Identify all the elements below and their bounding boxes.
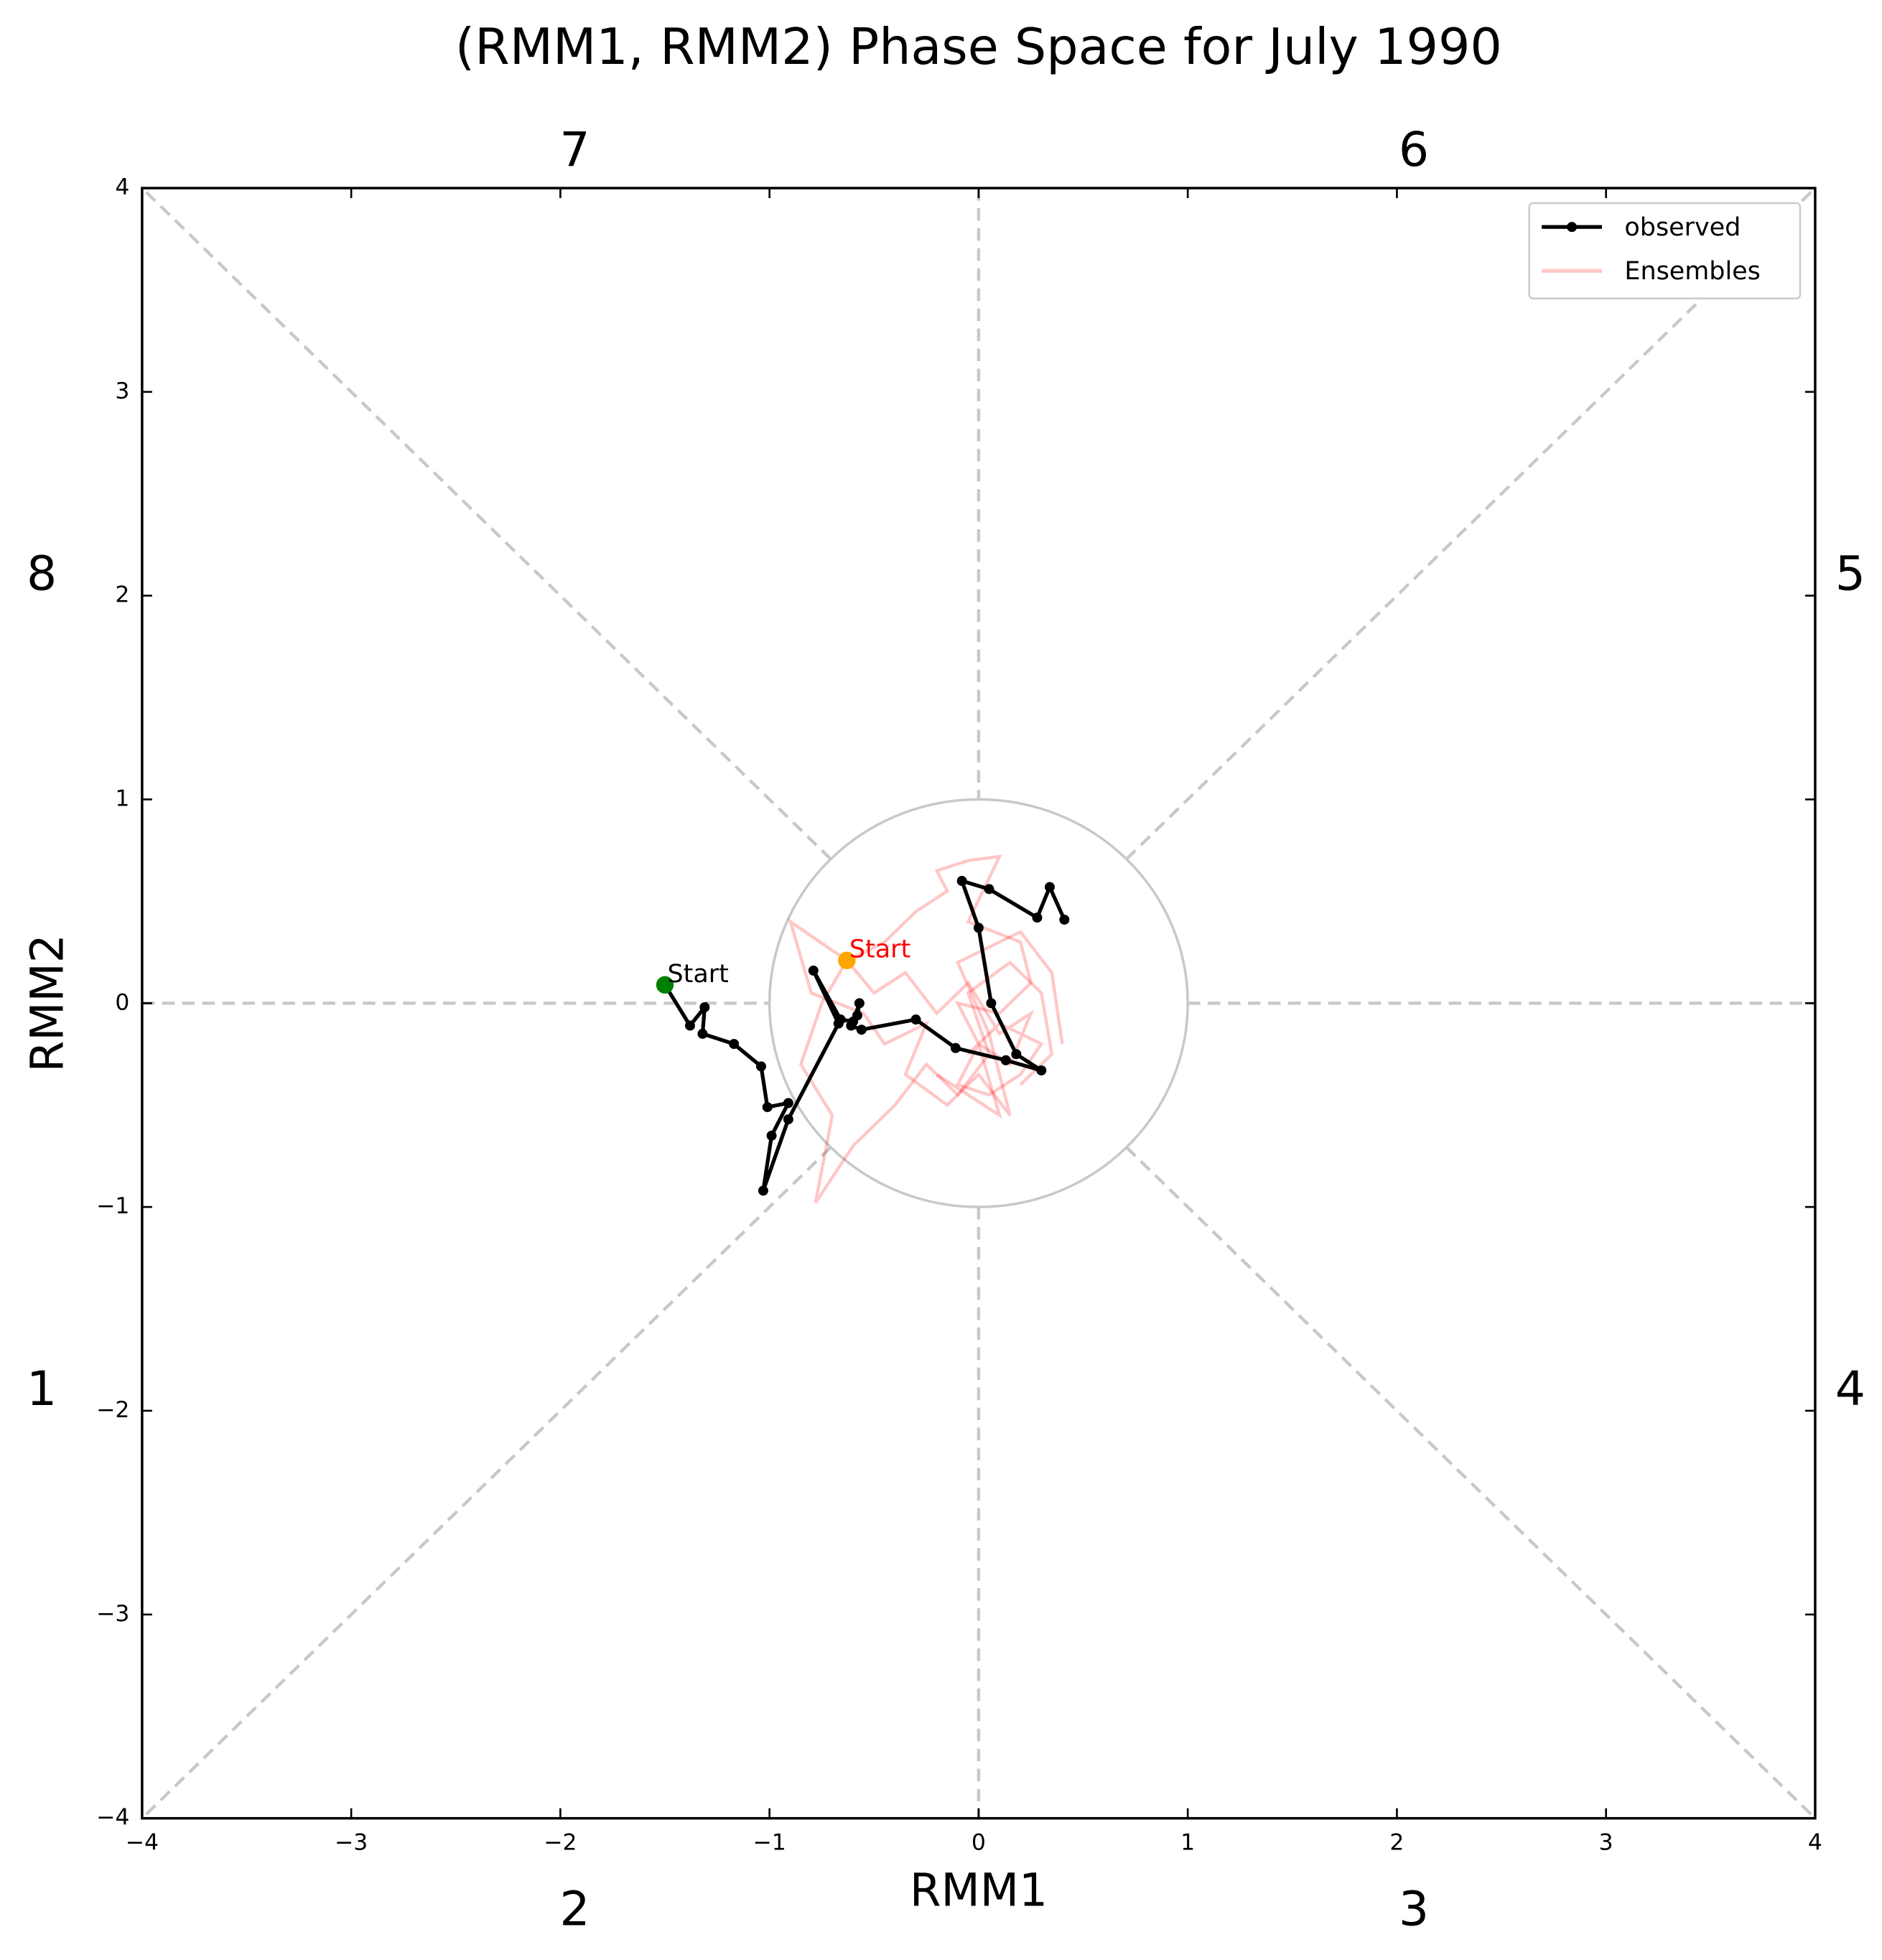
observed-point — [956, 876, 967, 887]
observed-point — [783, 1114, 793, 1125]
x-axis-label: RMM1 — [910, 1865, 1048, 1917]
unit-circle — [768, 798, 1189, 1208]
observed-point — [1036, 1065, 1047, 1075]
observed-point — [835, 1014, 846, 1025]
y-tick-label: 4 — [115, 174, 129, 200]
ensemble-line — [798, 959, 1054, 1204]
y-tick-label: −1 — [96, 1193, 129, 1219]
y-tick-label: 2 — [115, 582, 129, 608]
ensemble-line — [846, 854, 1033, 1119]
observed-point — [1059, 914, 1070, 925]
start-label: Start — [668, 960, 729, 989]
observed-point — [852, 1010, 862, 1021]
x-tick-label: −4 — [126, 1830, 159, 1856]
phase-label: 8 — [27, 546, 57, 602]
x-tick-label: 0 — [972, 1830, 986, 1856]
y-tick-label: 0 — [115, 989, 129, 1015]
observed-point — [766, 1130, 777, 1141]
observed-point — [699, 1002, 710, 1012]
observed-point — [1044, 882, 1055, 892]
chart-title: (RMM1, RMM2) Phase Space for July 1990 — [455, 18, 1502, 76]
observed-point — [684, 1020, 695, 1031]
y-tick-label: −3 — [96, 1601, 129, 1627]
start-marker — [656, 976, 674, 994]
observed-point — [756, 1061, 766, 1072]
observed-point — [854, 998, 865, 1009]
observed-point — [808, 965, 819, 976]
y-tick-label: −2 — [96, 1397, 129, 1423]
x-tick-label: 2 — [1389, 1830, 1404, 1856]
y-tick-label: 3 — [115, 378, 129, 404]
x-tick-label: 1 — [1180, 1830, 1195, 1856]
ensemble-start-label: Start — [849, 935, 910, 964]
observed-point — [1032, 913, 1043, 923]
phase-label: 1 — [27, 1361, 57, 1417]
observed-point — [973, 923, 984, 933]
observed-point — [856, 1025, 867, 1035]
x-tick-label: 4 — [1808, 1830, 1822, 1856]
y-tick-label: −4 — [96, 1805, 129, 1831]
observed-point — [950, 1042, 961, 1053]
legend-label: observed — [1624, 213, 1741, 242]
x-tick-label: 3 — [1599, 1830, 1613, 1856]
phase-label: 4 — [1835, 1361, 1865, 1417]
observed-point — [697, 1028, 708, 1039]
phase-label: 2 — [559, 1881, 590, 1937]
observed-point — [846, 1020, 857, 1031]
phase-label: 3 — [1399, 1881, 1429, 1937]
observed-point — [783, 1098, 793, 1109]
y-axis-label: RMM2 — [21, 934, 73, 1072]
y-tick-label: 1 — [115, 785, 129, 811]
observed-point — [986, 998, 997, 1009]
legend-swatch-marker — [1567, 222, 1578, 233]
x-tick-label: −1 — [753, 1830, 786, 1856]
observed-point — [1011, 1049, 1022, 1060]
observed-point — [910, 1014, 921, 1025]
observed-point — [984, 884, 994, 895]
phase-label: 7 — [559, 121, 590, 177]
observed-point — [729, 1039, 740, 1050]
phase-label: 5 — [1835, 546, 1865, 602]
ensemble-line — [845, 959, 1044, 1097]
x-tick-label: −2 — [544, 1830, 577, 1856]
ensemble-start-marker — [838, 951, 856, 969]
x-tick-label: −3 — [335, 1830, 368, 1856]
phase-label: 6 — [1399, 121, 1429, 177]
observed-point — [758, 1185, 768, 1196]
observed-point — [762, 1102, 773, 1113]
observed-point — [1000, 1055, 1011, 1065]
legend-label: Ensembles — [1624, 257, 1760, 286]
